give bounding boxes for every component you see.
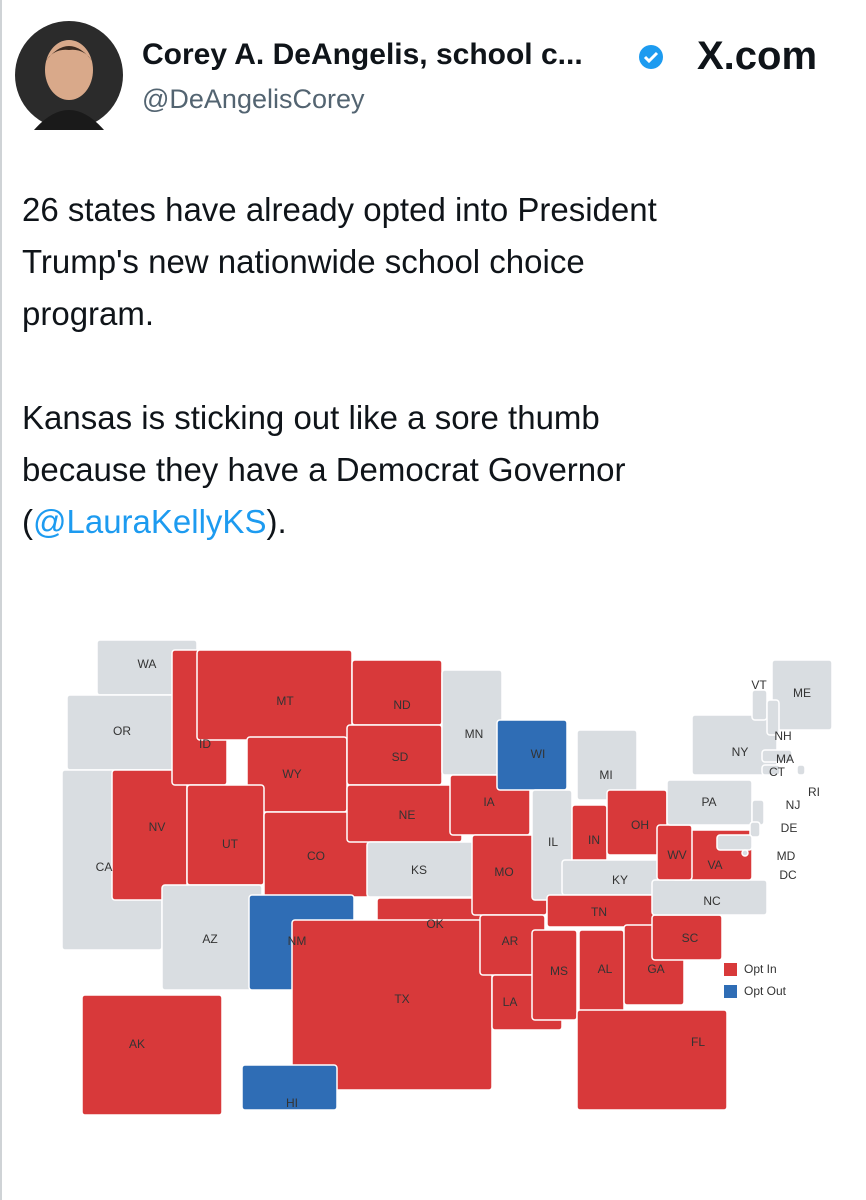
state-label: OK <box>426 917 443 931</box>
mention-line: (@LauraKellyKS). <box>22 496 626 548</box>
state-shape <box>761 749 793 763</box>
state-label: NY <box>732 745 749 759</box>
site-name: X.com <box>697 34 818 78</box>
state-shape <box>241 1064 338 1111</box>
legend-swatch <box>724 963 737 976</box>
state-label: PA <box>701 795 716 809</box>
state-shape <box>186 784 265 886</box>
state-label: NV <box>149 820 166 834</box>
state-label: KY <box>612 873 628 887</box>
state-shape <box>196 649 353 741</box>
state-label: OR <box>113 724 131 738</box>
state-shape <box>496 719 568 791</box>
state-shape <box>546 894 668 928</box>
state-label: AL <box>598 962 613 976</box>
tweet-paragraph: 26 states have already opted into Presid… <box>22 184 657 340</box>
state-label: DE <box>781 821 798 835</box>
state-label: NE <box>399 808 416 822</box>
state-label: UT <box>222 837 239 851</box>
state-label: MS <box>550 964 568 978</box>
state-label: ID <box>199 737 211 751</box>
text: ). <box>266 503 287 540</box>
author-name[interactable]: Corey A. DeAngelis, school c... <box>142 38 583 71</box>
legend-label: Opt Out <box>744 984 787 998</box>
state-label: NH <box>774 729 791 743</box>
state-label: ME <box>793 686 811 700</box>
state-shape <box>351 659 443 726</box>
text-line: 26 states have already opted into Presid… <box>22 191 657 228</box>
state-label: CT <box>769 765 786 779</box>
state-shape <box>796 764 806 776</box>
state-shape <box>741 849 749 857</box>
state-label: SD <box>392 750 409 764</box>
state-label: IA <box>483 795 494 809</box>
state-label: CO <box>307 849 325 863</box>
state-label: FL <box>691 1035 705 1049</box>
state-label: AZ <box>202 932 217 946</box>
text-line: Trump's new nationwide school choice <box>22 243 585 280</box>
state-shape <box>749 821 761 838</box>
state-label: VT <box>751 678 767 692</box>
state-shape <box>691 714 778 776</box>
tweet-paragraph: Kansas is sticking out like a sore thumb… <box>22 392 626 548</box>
state-label: IN <box>588 833 600 847</box>
state-label: RI <box>808 785 820 799</box>
state-label: NM <box>288 934 307 948</box>
state-shape <box>766 699 780 736</box>
state-label: MO <box>494 865 513 879</box>
state-label: NC <box>703 894 721 908</box>
text: ( <box>22 503 33 540</box>
state-label: TX <box>394 992 409 1006</box>
state-label: IL <box>548 835 558 849</box>
state-label: MI <box>599 768 612 782</box>
state-label: MT <box>276 694 294 708</box>
state-label: DC <box>779 868 797 882</box>
state-label: WI <box>531 747 546 761</box>
state-label: WA <box>138 657 157 671</box>
state-label: WY <box>282 767 301 781</box>
state-shape <box>111 769 188 901</box>
state-shape <box>441 669 503 776</box>
state-label: AR <box>502 934 519 948</box>
state-shape <box>716 834 753 851</box>
legend-swatch <box>724 985 737 998</box>
legend-label: Opt In <box>744 962 777 976</box>
mention-link[interactable]: @LauraKellyKS <box>33 503 267 540</box>
state-label: KS <box>411 863 427 877</box>
state-label: SC <box>682 931 699 945</box>
state-label: ND <box>393 698 411 712</box>
state-label: HI <box>286 1096 298 1110</box>
state-label: NJ <box>786 798 801 812</box>
state-shape <box>81 994 223 1116</box>
author-handle[interactable]: @DeAngelisCorey <box>142 84 365 114</box>
state-shape <box>751 689 768 721</box>
state-label: CA <box>96 860 113 874</box>
state-shape <box>576 1009 728 1111</box>
state-shape <box>531 929 578 1021</box>
avatar[interactable] <box>14 20 124 130</box>
state-label: MD <box>777 849 796 863</box>
state-shape <box>771 659 833 731</box>
state-label: AK <box>129 1037 145 1051</box>
state-label: WV <box>667 848 686 862</box>
text-line: program. <box>22 295 155 332</box>
verified-badge <box>639 45 663 69</box>
state-label: LA <box>503 995 518 1009</box>
state-label: GA <box>647 962 664 976</box>
text-line: because they have a Democrat Governor <box>22 451 626 488</box>
text-line: Kansas is sticking out like a sore thumb <box>22 399 600 436</box>
state-label: MA <box>776 752 794 766</box>
map: WA OR CA NV ID MT WY UT CO AZ NM ND SD NE KS OK TX MN IA MO… <box>61 639 833 1116</box>
state-label: TN <box>591 905 607 919</box>
state-label: VA <box>707 858 722 872</box>
state-label: MN <box>465 727 484 741</box>
state-label: OH <box>631 818 649 832</box>
state-shape <box>761 764 781 776</box>
